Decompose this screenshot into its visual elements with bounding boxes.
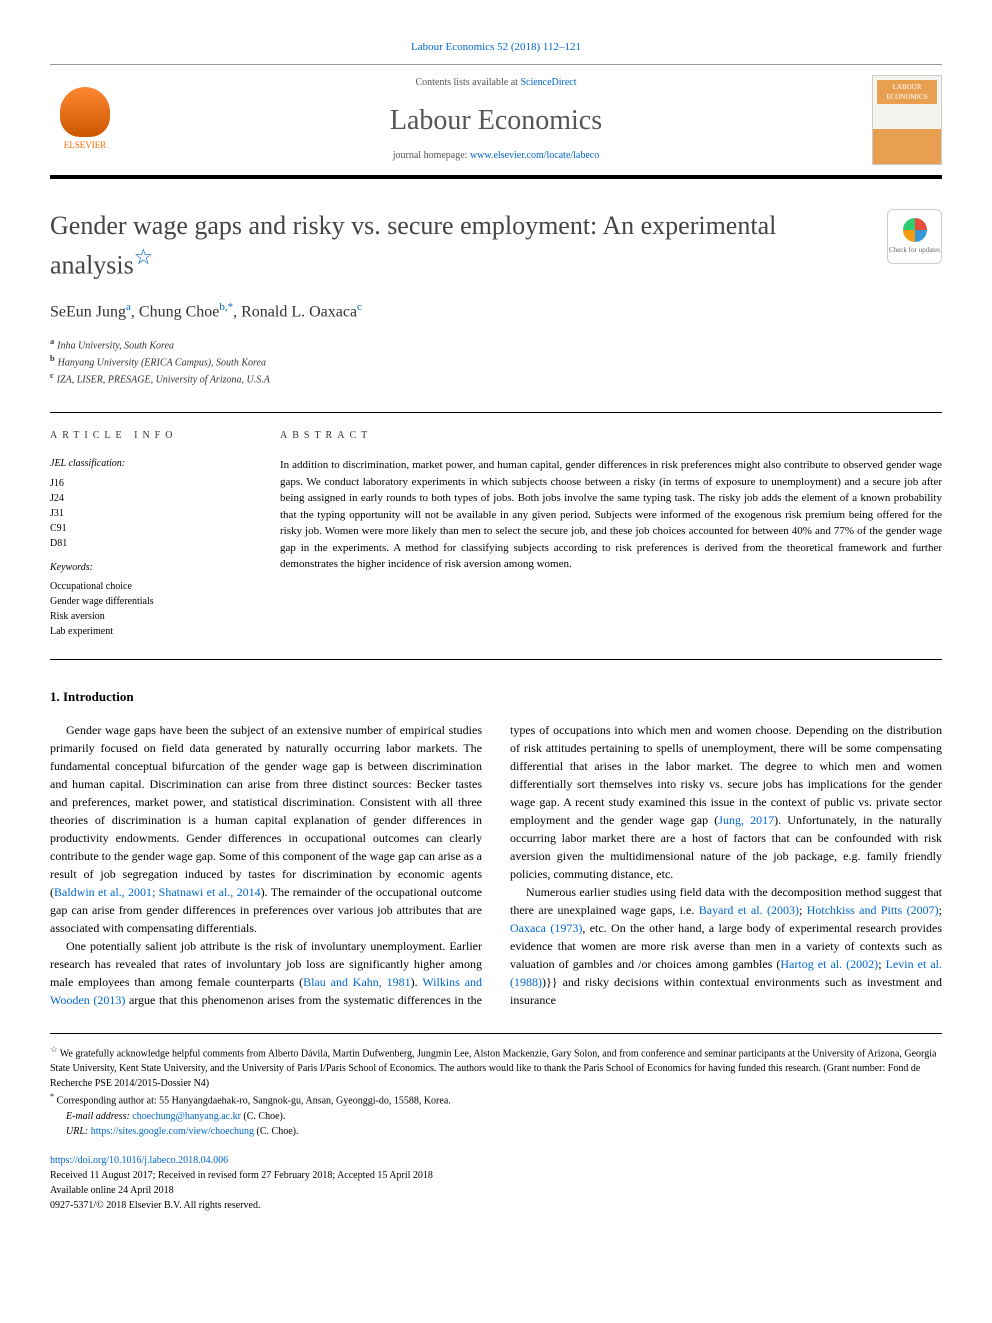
doi-link[interactable]: https://doi.org/10.1016/j.labeco.2018.04… xyxy=(50,1155,228,1166)
footnote-star-icon: ☆ xyxy=(50,1045,57,1054)
keyword: Risk aversion xyxy=(50,609,250,624)
body-text: Gender wage gaps have been the subject o… xyxy=(50,721,942,1009)
intro-heading: 1. Introduction xyxy=(50,688,942,707)
article-footer: https://doi.org/10.1016/j.labeco.2018.04… xyxy=(50,1153,942,1213)
affil-sup: a xyxy=(50,337,54,346)
affiliation: aInha University, South Korea xyxy=(50,336,942,353)
author: SeEun Jung xyxy=(50,304,126,321)
article-info-column: ARTICLE INFO JEL classification: J16 J24… xyxy=(50,429,250,640)
body-run: ). xyxy=(411,975,423,989)
title-row: Gender wage gaps and risky vs. secure em… xyxy=(50,209,942,282)
author-sup: c xyxy=(357,301,362,313)
check-updates-label: Check for updates xyxy=(889,245,940,255)
body-run: )}} and risky decisions within contextua… xyxy=(510,975,942,1007)
url-line: URL: https://sites.google.com/view/choec… xyxy=(50,1124,942,1139)
affiliation: cIZA, LISER, PRESAGE, University of Ariz… xyxy=(50,370,942,387)
contents-available-line: Contents lists available at ScienceDirec… xyxy=(120,76,872,91)
header-center: Contents lists available at ScienceDirec… xyxy=(120,76,872,164)
affil-sup: b xyxy=(50,354,55,363)
affiliations: aInha University, South Korea bHanyang U… xyxy=(50,336,942,388)
title-footnote-star: ☆ xyxy=(134,245,153,269)
keyword: Lab experiment xyxy=(50,624,250,639)
corr-star-icon: * xyxy=(50,1092,54,1101)
check-updates-badge[interactable]: Check for updates xyxy=(887,209,942,264)
history-line: Received 11 August 2017; Received in rev… xyxy=(50,1168,942,1183)
keywords-label: Keywords: xyxy=(50,561,250,576)
citation-link[interactable]: Blau and Kahn, 1981 xyxy=(303,975,411,989)
abstract-heading: ABSTRACT xyxy=(280,429,942,444)
affil-text: IZA, LISER, PRESAGE, University of Arizo… xyxy=(57,375,270,386)
affil-text: Hanyang University (ERICA Campus), South… xyxy=(58,357,266,368)
corresponding-author-footnote: * Corresponding author at: 55 Hanyangdae… xyxy=(50,1091,942,1108)
affil-sup: c xyxy=(50,371,54,380)
citation-link[interactable]: Bayard et al. (2003) xyxy=(699,903,799,917)
journal-reference: Labour Economics 52 (2018) 112–121 xyxy=(50,40,942,56)
author-sup: a xyxy=(126,301,131,313)
jel-code: J31 xyxy=(50,506,250,521)
author: Chung Choe xyxy=(139,304,219,321)
keyword: Occupational choice xyxy=(50,579,250,594)
copyright-line: 0927-5371/© 2018 Elsevier B.V. All right… xyxy=(50,1198,942,1213)
publisher-name: ELSEVIER xyxy=(64,139,107,152)
keyword: Gender wage differentials xyxy=(50,594,250,609)
citation-link[interactable]: Hartog et al. (2002) xyxy=(780,957,878,971)
email-line: E-mail address: choechung@hanyang.ac.kr … xyxy=(50,1109,942,1124)
citation-link[interactable]: Oaxaca (1973) xyxy=(510,921,582,935)
body-run: Gender wage gaps have been the subject o… xyxy=(50,723,482,899)
journal-header: ELSEVIER Contents lists available at Sci… xyxy=(50,64,942,179)
jel-code: C91 xyxy=(50,521,250,536)
body-run: ; xyxy=(878,957,885,971)
url-label: URL: xyxy=(66,1126,91,1137)
elsevier-logo: ELSEVIER xyxy=(50,85,120,155)
journal-cover-thumbnail: LABOUR ECONOMICS xyxy=(872,75,942,165)
jel-code: J16 xyxy=(50,476,250,491)
affiliation: bHanyang University (ERICA Campus), Sout… xyxy=(50,353,942,370)
keywords-list: Occupational choice Gender wage differen… xyxy=(50,579,250,639)
paragraph: Gender wage gaps have been the subject o… xyxy=(50,721,482,937)
ack-text: We gratefully acknowledge helpful commen… xyxy=(50,1048,936,1089)
article-title: Gender wage gaps and risky vs. secure em… xyxy=(50,209,867,282)
body-run: ; xyxy=(939,903,942,917)
email-who: (C. Choe). xyxy=(241,1111,285,1122)
sciencedirect-link[interactable]: ScienceDirect xyxy=(520,77,576,88)
homepage-prefix: journal homepage: xyxy=(393,150,470,161)
abstract-text: In addition to discrimination, market po… xyxy=(280,457,942,573)
body-run: ; xyxy=(799,903,807,917)
journal-name: Labour Economics xyxy=(120,101,872,142)
citation-link[interactable]: Hotchkiss and Pitts (2007) xyxy=(807,903,939,917)
jel-code: D81 xyxy=(50,536,250,551)
authors-line: SeEun Junga, Chung Choeb,*, Ronald L. Oa… xyxy=(50,300,942,324)
body-run: counterparts ( xyxy=(235,975,303,989)
article-info-heading: ARTICLE INFO xyxy=(50,429,250,444)
cover-thumb-title: LABOUR ECONOMICS xyxy=(877,80,937,104)
citation-link[interactable]: Baldwin et al., 2001; Shatnawi et al., 2… xyxy=(54,885,261,899)
abstract-column: ABSTRACT In addition to discrimination, … xyxy=(280,429,942,640)
citation-link[interactable]: Jung, 2017 xyxy=(718,813,774,827)
affil-text: Inha University, South Korea xyxy=(57,340,174,351)
corr-text: 55 Hanyangdaehak-ro, Sangnok-gu, Ansan, … xyxy=(159,1096,451,1107)
url-who: (C. Choe). xyxy=(254,1126,298,1137)
author-url-link[interactable]: https://sites.google.com/view/choechung xyxy=(91,1126,254,1137)
homepage-link[interactable]: www.elsevier.com/locate/labeco xyxy=(470,150,599,161)
jel-label: JEL classification: xyxy=(50,457,250,472)
acknowledgment-footnote: ☆ We gratefully acknowledge helpful comm… xyxy=(50,1044,942,1091)
paragraph: Numerous earlier studies using field dat… xyxy=(510,883,942,1009)
author-sup: b,* xyxy=(219,301,233,313)
elsevier-tree-icon xyxy=(60,87,110,137)
contents-prefix: Contents lists available at xyxy=(415,77,520,88)
corr-label: Corresponding author at: xyxy=(57,1096,159,1107)
author: Ronald L. Oaxaca xyxy=(241,304,357,321)
crossmark-icon xyxy=(903,218,927,242)
info-abstract-row: ARTICLE INFO JEL classification: J16 J24… xyxy=(50,413,942,661)
jel-code: J24 xyxy=(50,491,250,506)
homepage-line: journal homepage: www.elsevier.com/locat… xyxy=(120,149,872,164)
jel-list: J16 J24 J31 C91 D81 xyxy=(50,476,250,551)
footnotes: ☆ We gratefully acknowledge helpful comm… xyxy=(50,1033,942,1139)
online-line: Available online 24 April 2018 xyxy=(50,1183,942,1198)
email-link[interactable]: choechung@hanyang.ac.kr xyxy=(132,1111,241,1122)
article-title-text: Gender wage gaps and risky vs. secure em… xyxy=(50,211,776,279)
email-label: E-mail address: xyxy=(66,1111,132,1122)
